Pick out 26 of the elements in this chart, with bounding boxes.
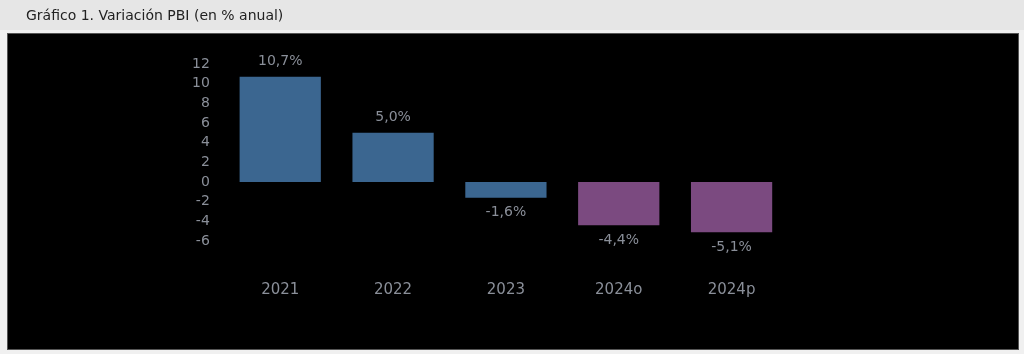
data-label: 5,0% [375, 108, 411, 125]
y-tick-label: 4 [200, 133, 210, 150]
y-tick-label: 6 [200, 113, 210, 130]
bar [239, 76, 321, 182]
data-label: -1,6% [485, 203, 527, 220]
data-label: 10,7% [257, 52, 303, 69]
y-tick-label: 8 [200, 93, 210, 110]
y-tick-label: -6 [195, 231, 210, 248]
x-tick-label: 2024p [707, 279, 756, 298]
y-tick-label: -2 [195, 192, 210, 209]
bar [690, 182, 773, 233]
chart-title: Gráfico 1. Variación PBI (en % anual) [0, 0, 1024, 30]
bar [465, 182, 547, 198]
y-tick-label: -4 [195, 211, 210, 228]
data-label: -5,1% [711, 237, 752, 254]
y-tick-label: 2 [200, 152, 210, 169]
x-tick-label: 2021 [261, 279, 300, 298]
y-tick-label: 10 [191, 74, 210, 91]
data-label: -4,4% [598, 230, 640, 247]
x-tick-label: 2024o [595, 279, 643, 298]
bar [352, 132, 434, 182]
bar [578, 182, 660, 226]
y-tick-label: 0 [200, 172, 210, 189]
x-tick-label: 2023 [486, 279, 525, 298]
x-tick-label: 2022 [373, 279, 413, 298]
y-tick-label: 12 [191, 54, 210, 71]
